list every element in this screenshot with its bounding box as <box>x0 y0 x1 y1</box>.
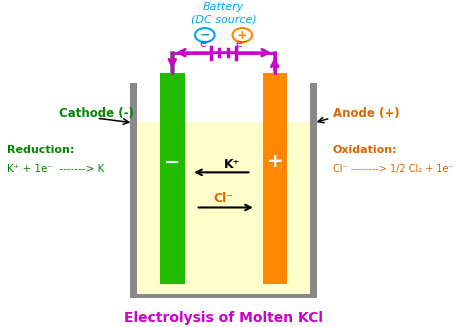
Text: Cathode (-): Cathode (-) <box>59 107 134 120</box>
Text: +: + <box>237 28 247 42</box>
Text: Cl⁻ --------> 1/2 Cl₂ + 1e⁻: Cl⁻ --------> 1/2 Cl₂ + 1e⁻ <box>333 164 453 174</box>
Text: Battery
(DC source): Battery (DC source) <box>191 2 256 25</box>
Text: Oxidation:: Oxidation: <box>333 145 397 155</box>
Text: −: − <box>164 152 181 171</box>
Bar <box>263 73 287 284</box>
Text: e⁻: e⁻ <box>200 39 212 49</box>
Bar <box>310 83 317 299</box>
Text: Cl⁻: Cl⁻ <box>214 192 234 205</box>
Text: K⁺: K⁺ <box>224 158 241 171</box>
Text: e⁻: e⁻ <box>235 39 248 49</box>
Bar <box>130 83 137 299</box>
Text: −: − <box>200 28 210 42</box>
Bar <box>137 122 310 294</box>
Text: Anode (+): Anode (+) <box>333 107 399 120</box>
Bar <box>170 51 174 75</box>
Text: Electrolysis of Molten KCl: Electrolysis of Molten KCl <box>124 311 323 325</box>
Bar <box>273 51 277 75</box>
Bar <box>160 73 184 284</box>
Bar <box>130 294 317 299</box>
Text: Reduction:: Reduction: <box>8 145 75 155</box>
Text: K⁺ + 1e⁻  -------> K: K⁺ + 1e⁻ -------> K <box>8 164 105 174</box>
Text: +: + <box>266 152 283 171</box>
